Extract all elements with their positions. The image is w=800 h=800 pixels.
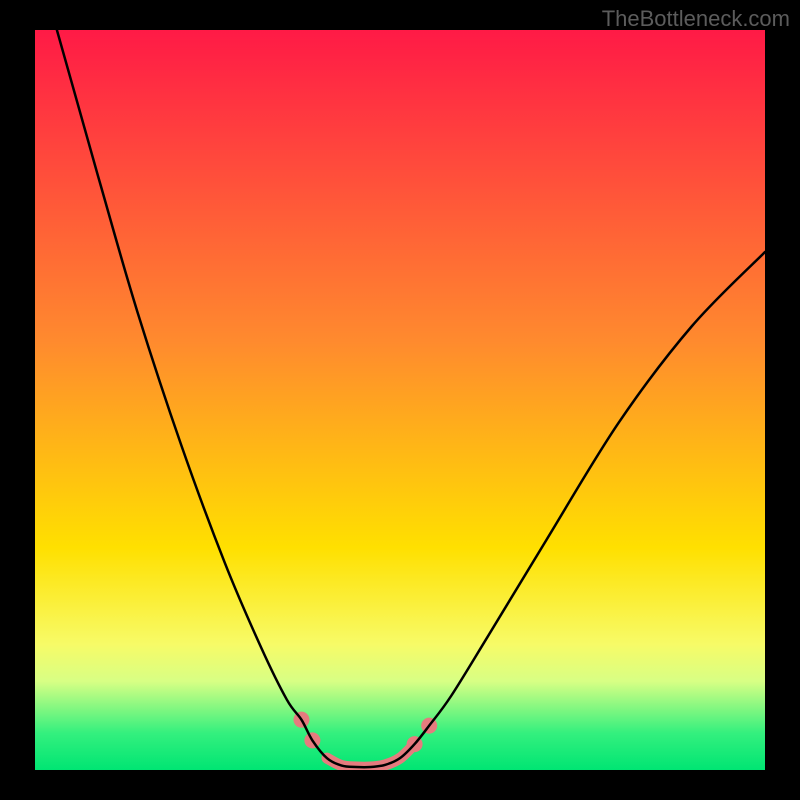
watermark-label: TheBottleneck.com: [602, 6, 790, 32]
plot-gradient: [35, 30, 765, 770]
chart-stage: [0, 0, 800, 800]
